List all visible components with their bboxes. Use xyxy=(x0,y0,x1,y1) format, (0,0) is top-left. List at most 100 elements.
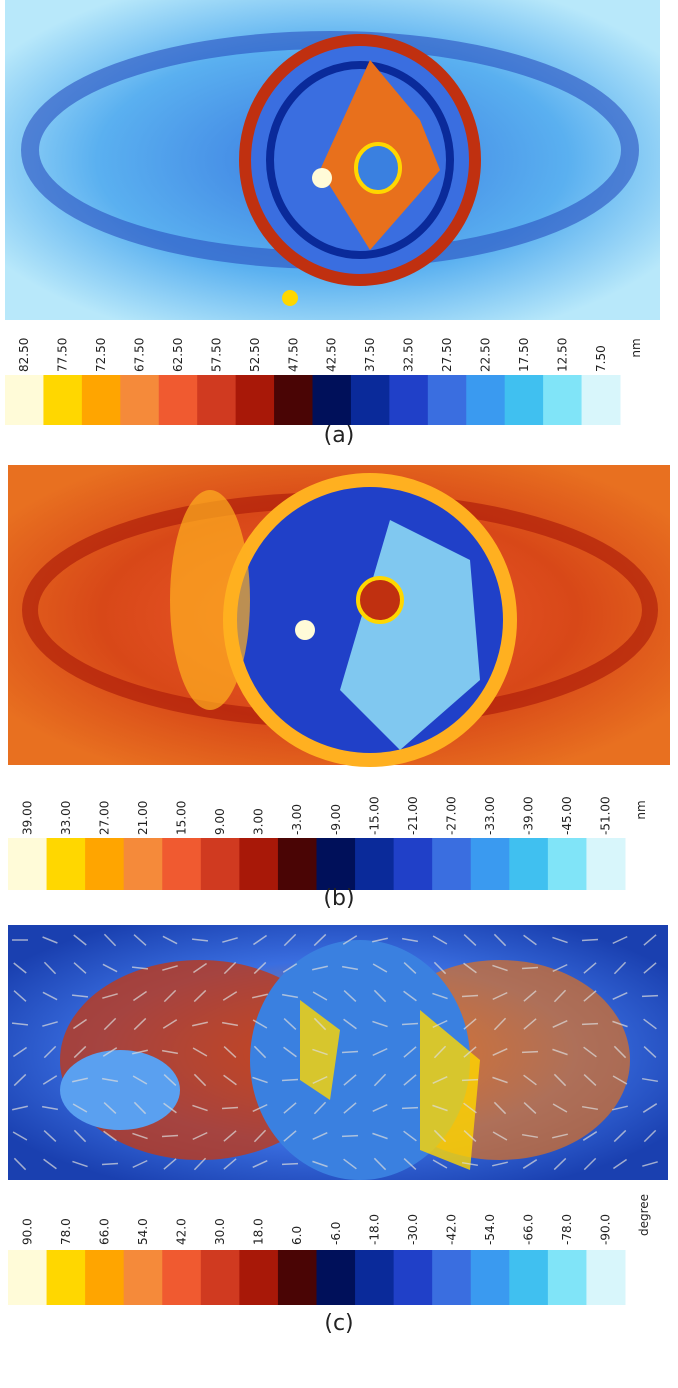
orientation-dash xyxy=(101,1162,119,1166)
colorbar-label: 42.0 xyxy=(175,1218,189,1245)
orientation-dash xyxy=(401,1106,419,1110)
orientation-dash xyxy=(312,1160,328,1168)
orientation-dash xyxy=(521,1133,539,1139)
orientation-dash xyxy=(72,1018,88,1030)
colorbar-swatch xyxy=(239,1250,279,1305)
orientation-dash xyxy=(193,1073,207,1087)
orientation-dash xyxy=(433,961,447,975)
orientation-dash xyxy=(373,1073,387,1087)
orientation-dash xyxy=(492,1161,508,1167)
colorbar-label: 22.50 xyxy=(478,338,492,372)
orientation-dash xyxy=(553,989,567,1003)
orientation-dash xyxy=(403,1074,417,1086)
orientation-dash xyxy=(552,1048,568,1056)
orientation-dash xyxy=(162,965,178,971)
orientation-dash xyxy=(583,962,597,974)
colorbar-label: 30.0 xyxy=(213,1218,227,1245)
image-a xyxy=(5,0,660,320)
colorbar-swatch xyxy=(8,1250,48,1305)
colorbar-swatch xyxy=(162,1250,202,1305)
colorbar-label: -66.0 xyxy=(522,1214,536,1245)
orientation-dash xyxy=(72,1103,88,1113)
orientation-dash xyxy=(463,1018,477,1030)
colorbar-swatch xyxy=(277,1250,317,1305)
orientation-dash xyxy=(403,1158,417,1170)
orientation-dash xyxy=(132,1132,148,1140)
image-c xyxy=(8,925,668,1180)
orientation-dash xyxy=(641,1077,659,1083)
orientation-dash xyxy=(192,1131,208,1141)
colorbar-label: 66.0 xyxy=(97,1218,111,1245)
panel-label: (a) xyxy=(324,423,355,448)
colorbar-label: -30.0 xyxy=(406,1214,420,1245)
orientation-dash xyxy=(132,1075,148,1085)
orientation-dash xyxy=(163,989,177,1003)
orientation-dash xyxy=(372,963,388,973)
colorbar-label: 7.50 xyxy=(594,345,608,372)
orientation-dash xyxy=(372,1132,388,1140)
orientation-dash xyxy=(223,1130,237,1142)
orientation-dash xyxy=(43,1045,57,1059)
orientation-dash xyxy=(132,990,148,1002)
colorbar-swatch xyxy=(586,1250,626,1305)
orientation-dash xyxy=(492,1047,508,1057)
colorbar-swatch xyxy=(239,838,279,890)
orientation-dash xyxy=(223,1158,237,1170)
orientation-dash xyxy=(492,1131,508,1141)
colorbar-swatch xyxy=(277,838,317,890)
colorbar-label: 47.50 xyxy=(286,338,300,372)
colorbar-label: 67.50 xyxy=(133,338,147,372)
orientation-dash xyxy=(493,1017,507,1031)
colorbar-swatch xyxy=(316,838,356,890)
orientation-dash xyxy=(643,962,657,974)
orientation-dash xyxy=(432,935,448,945)
orientation-dash xyxy=(253,1045,267,1059)
colorbar-label: 62.50 xyxy=(171,338,185,372)
orientation-dash xyxy=(342,935,358,945)
colorbar-swatch xyxy=(158,375,198,425)
orientation-dash xyxy=(162,935,178,945)
orientation-dash xyxy=(373,1157,387,1171)
orientation-dash xyxy=(552,1103,568,1113)
orientation-dash xyxy=(613,1045,627,1059)
colorbar-label: 18.0 xyxy=(252,1218,266,1245)
orientation-dash xyxy=(252,1019,268,1029)
colorbar-label: 32.50 xyxy=(402,338,416,372)
colorbar-swatch xyxy=(46,1250,86,1305)
colorbar-label: 72.50 xyxy=(94,338,108,372)
orientation-dash xyxy=(73,1045,87,1059)
orientation-dash xyxy=(461,1078,479,1082)
orientation-dash xyxy=(281,1078,299,1082)
orientation-dash xyxy=(313,1017,327,1031)
orientation-dash xyxy=(403,990,417,1002)
orientation-dash xyxy=(13,1073,27,1087)
orientation-dash xyxy=(432,1159,448,1169)
orientation-dash xyxy=(312,965,328,971)
orientation-dash xyxy=(42,936,58,944)
orientation-dash xyxy=(133,1101,147,1115)
colorbar-swatch xyxy=(5,375,44,425)
colorbar-swatch xyxy=(547,1250,587,1305)
orientation-dash xyxy=(552,1019,568,1029)
orientation-dash xyxy=(252,993,268,999)
colorbar-label: 9.00 xyxy=(213,808,227,835)
colorbar-swatch xyxy=(274,375,313,425)
orientation-dash xyxy=(103,933,117,947)
colorbar-swatch xyxy=(200,838,240,890)
colorbar-label: 27.00 xyxy=(97,801,111,835)
orientation-dash xyxy=(463,962,477,974)
colorbar-label: -9.00 xyxy=(329,804,343,835)
orientation-dash xyxy=(523,1018,537,1030)
colorbar-swatch xyxy=(432,1250,472,1305)
orientation-dash xyxy=(372,1047,388,1057)
colorbar-label: -51.00 xyxy=(599,796,613,835)
orientation-dash xyxy=(101,1077,119,1083)
orientation-dash xyxy=(252,1103,268,1113)
orientation-dash xyxy=(221,1021,239,1027)
orientation-dash xyxy=(312,991,328,1001)
colorbar-swatch xyxy=(85,1250,125,1305)
orientation-dash xyxy=(283,1102,297,1114)
orientation-dash xyxy=(433,1129,447,1143)
orientation-dash xyxy=(13,1157,27,1171)
